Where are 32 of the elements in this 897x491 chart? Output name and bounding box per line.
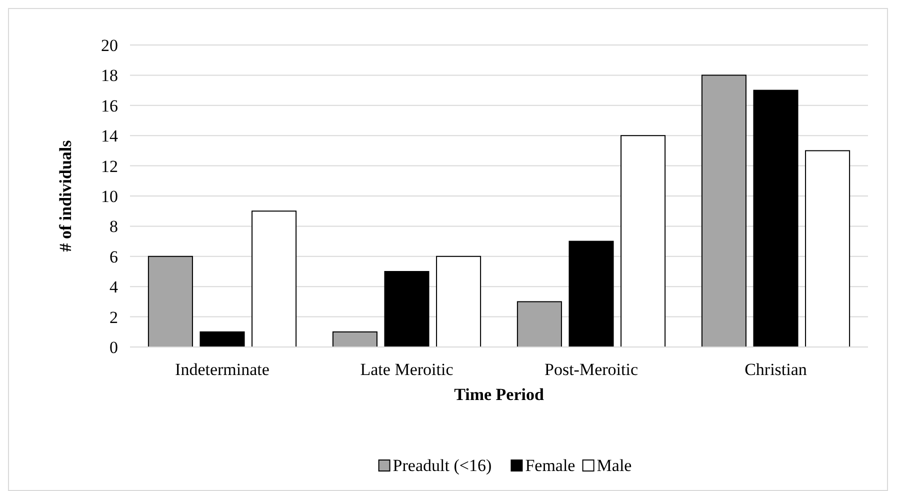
bar bbox=[384, 271, 430, 348]
y-tick-label: 14 bbox=[101, 126, 118, 146]
bar bbox=[148, 256, 193, 348]
y-tick-label: 10 bbox=[101, 186, 118, 206]
bar bbox=[332, 331, 378, 348]
y-tick-label: 18 bbox=[101, 66, 118, 86]
y-tick-label: 16 bbox=[101, 96, 118, 116]
bar bbox=[516, 301, 562, 348]
bar bbox=[252, 210, 297, 348]
bar bbox=[568, 240, 614, 348]
y-tick-label: 12 bbox=[101, 156, 118, 176]
bar bbox=[200, 331, 245, 348]
y-tick-label: 2 bbox=[110, 308, 118, 327]
x-tick-label: Late Meroitic bbox=[360, 360, 454, 379]
y-axis-title: # of individuals bbox=[56, 140, 75, 252]
y-tick-label: 0 bbox=[110, 338, 118, 357]
legend-label: Female bbox=[525, 456, 576, 475]
y-tick-label: 8 bbox=[110, 217, 118, 236]
bar bbox=[753, 90, 798, 348]
y-tick-label: 4 bbox=[110, 278, 118, 297]
legend-label: Preadult (<16) bbox=[392, 456, 492, 475]
x-tick-label: Christian bbox=[744, 360, 808, 379]
bar bbox=[701, 74, 746, 348]
x-tick-label: Indeterminate bbox=[175, 360, 270, 379]
x-axis-title: Time Period bbox=[454, 385, 544, 404]
bar bbox=[620, 135, 666, 348]
legend-label: Male bbox=[596, 456, 632, 475]
y-tick-label: 6 bbox=[110, 247, 118, 266]
bar bbox=[436, 256, 482, 348]
x-tick-label: Post-Meroitic bbox=[544, 360, 638, 379]
y-tick-label: 20 bbox=[101, 36, 118, 55]
bar bbox=[805, 150, 850, 348]
